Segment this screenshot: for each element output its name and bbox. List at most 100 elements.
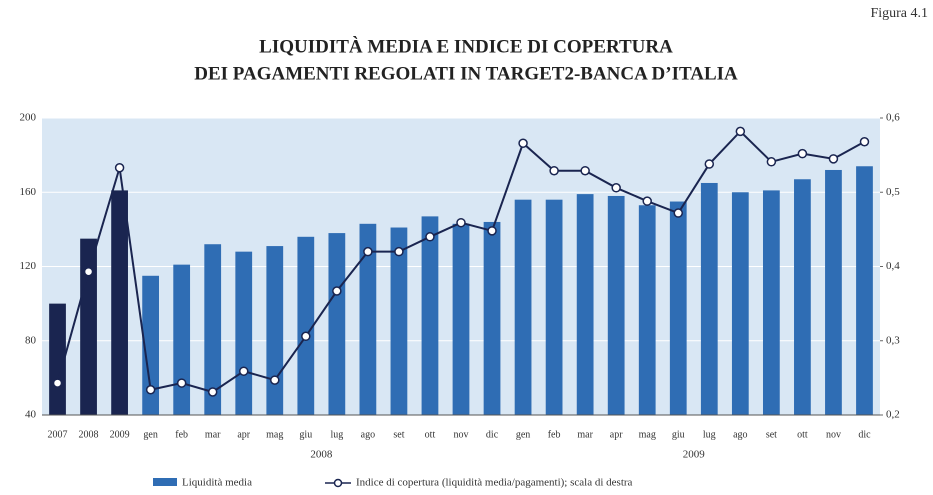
bar: [825, 169, 842, 415]
x-tick-label: nov: [454, 429, 469, 440]
bar: [390, 227, 408, 415]
y-tick-label: 120: [20, 260, 37, 272]
x-tick-label: ago: [733, 429, 747, 440]
line-marker: [580, 165, 590, 176]
bar: [731, 192, 749, 415]
x-tick-label: giu: [672, 429, 685, 440]
line-marker: [363, 246, 373, 257]
x-tick-label: mar: [205, 429, 221, 440]
bar: [80, 238, 97, 415]
x-tick-label: ott: [425, 429, 436, 440]
bar: [142, 275, 160, 415]
x-tick-label: set: [766, 429, 777, 440]
legend-swatch: [153, 478, 177, 486]
bar: [421, 216, 439, 415]
bar: [173, 264, 191, 415]
line-marker: [797, 148, 808, 159]
bar: [669, 201, 687, 415]
x-tick-label: 2008: [79, 429, 99, 440]
x-tick-label: 2007: [48, 429, 68, 440]
line-marker: [145, 385, 156, 395]
x-group-label: 2008: [310, 449, 333, 461]
bar: [204, 244, 222, 415]
y-tick-label: 40: [25, 409, 37, 421]
bar: [297, 236, 315, 415]
line-marker: [487, 226, 497, 236]
line-marker: [207, 387, 218, 397]
y2-tick-label: 0,3: [886, 334, 900, 346]
x-tick-label: gen: [143, 429, 157, 440]
line-marker: [394, 246, 404, 257]
bar: [607, 195, 625, 415]
y2-tick-label: 0,4: [886, 260, 900, 272]
bar: [762, 190, 780, 415]
chart-title: LIQUIDITÀ MEDIA E INDICE DI COPERTURA: [259, 35, 673, 57]
bar: [452, 223, 470, 415]
line-marker: [270, 375, 280, 385]
bar: [545, 199, 563, 415]
x-tick-label: mag: [266, 429, 283, 440]
bar: [359, 223, 377, 415]
x-tick-label: ago: [361, 429, 375, 440]
line-marker: [332, 286, 342, 296]
bar: [266, 246, 284, 415]
line-marker: [735, 126, 746, 137]
line-marker: [114, 162, 125, 173]
line-marker: [766, 157, 777, 167]
legend-label: Indice di copertura (liquidità media/pag…: [356, 477, 633, 489]
legend-label: Liquidità media: [182, 477, 252, 489]
line-marker: [859, 137, 870, 147]
x-tick-label: 2009: [110, 429, 130, 440]
x-tick-label: mag: [639, 429, 656, 440]
bar: [235, 251, 253, 415]
y2-tick-label: 0,2: [886, 409, 900, 421]
x-tick-label: apr: [610, 429, 623, 440]
y-tick-label: 160: [20, 186, 37, 198]
bar: [483, 221, 501, 415]
bar: [49, 303, 66, 415]
line-marker: [704, 159, 715, 169]
figure-label: Figura 4.1: [870, 6, 928, 21]
bar: [700, 182, 718, 415]
x-tick-label: mar: [577, 429, 593, 440]
line-marker: [549, 165, 559, 176]
line-marker: [611, 183, 621, 193]
bar: [638, 205, 656, 415]
x-tick-label: lug: [703, 429, 716, 440]
x-tick-label: dic: [486, 429, 499, 440]
line-marker: [83, 266, 94, 277]
x-tick-label: giu: [299, 429, 312, 440]
y2-tick-label: 0,6: [886, 112, 900, 124]
line-marker: [673, 208, 684, 218]
y-tick-label: 80: [25, 334, 37, 346]
x-tick-label: feb: [175, 429, 188, 440]
x-tick-label: nov: [826, 429, 841, 440]
chart-title: DEI PAGAMENTI REGOLATI IN TARGET2-BANCA …: [194, 63, 738, 84]
x-group-label: 2009: [683, 449, 706, 461]
bar: [856, 166, 873, 415]
x-tick-label: ott: [797, 429, 808, 440]
legend-marker: [333, 478, 343, 488]
x-tick-label: dic: [858, 429, 871, 440]
line-marker: [425, 232, 435, 242]
line-marker: [518, 138, 528, 148]
x-tick-label: lug: [330, 429, 343, 440]
bar: [514, 199, 532, 415]
bar: [111, 190, 128, 415]
y-tick-label: 200: [20, 112, 37, 124]
line-marker: [642, 196, 652, 206]
x-tick-label: apr: [237, 429, 250, 440]
line-marker: [828, 154, 839, 164]
line-marker: [301, 331, 311, 342]
line-marker: [456, 217, 466, 228]
x-tick-label: feb: [548, 429, 561, 440]
y2-tick-label: 0,5: [886, 186, 900, 198]
line-marker: [52, 378, 63, 388]
line-marker: [238, 366, 249, 376]
x-tick-label: set: [393, 429, 404, 440]
line-marker: [176, 378, 187, 388]
x-tick-label: gen: [516, 429, 530, 440]
bar: [328, 233, 346, 415]
bar: [576, 194, 594, 415]
